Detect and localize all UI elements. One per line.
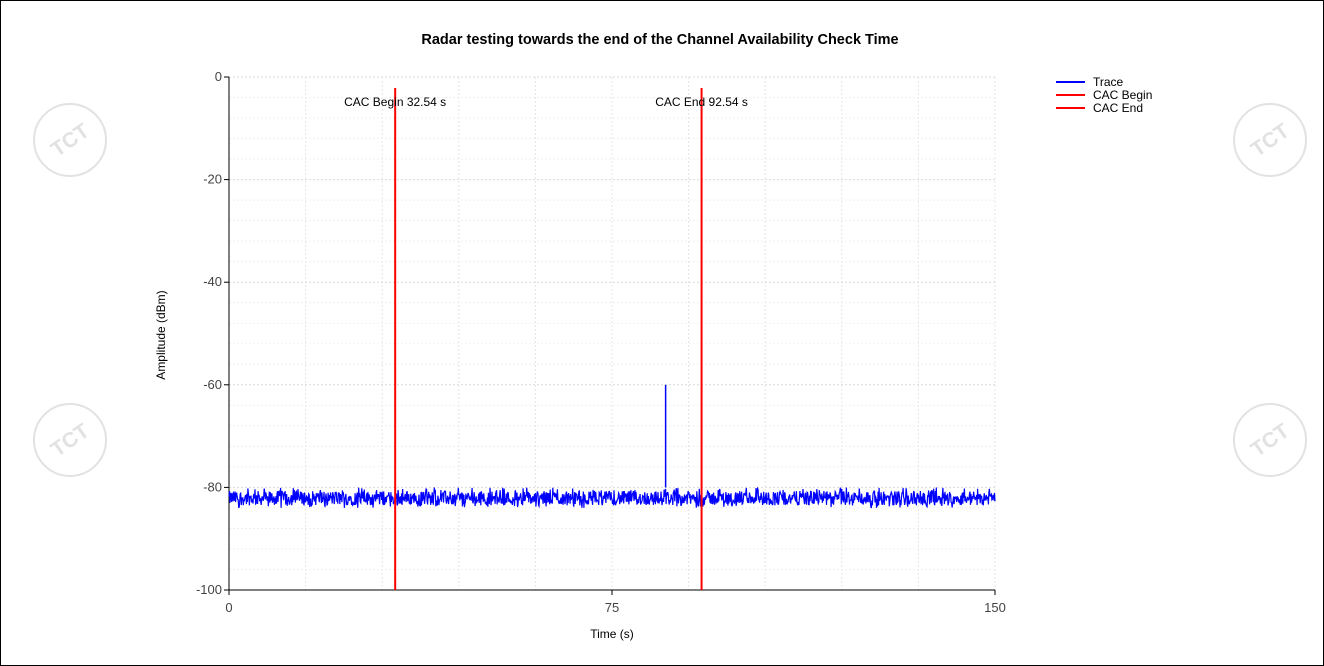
watermark-ring bbox=[33, 103, 107, 177]
trace-line bbox=[228, 486, 996, 509]
y-axis-label: Amplitude (dBm) bbox=[154, 290, 168, 379]
cac-annotations: CAC Begin 32.54 s CAC End 92.54 s bbox=[344, 95, 748, 109]
x-axis-label: Time (s) bbox=[590, 627, 634, 641]
y-tick-label: -60 bbox=[203, 377, 222, 392]
cac-marker-lines bbox=[394, 88, 703, 590]
chart-title: Radar testing towards the end of the Cha… bbox=[421, 32, 898, 48]
x-tick-label: 0 bbox=[225, 600, 232, 615]
watermark-ring bbox=[1233, 403, 1307, 477]
watermark-stamp: TCT bbox=[33, 403, 107, 477]
y-tick-label: -20 bbox=[203, 172, 222, 187]
legend-entry: CAC End bbox=[1056, 101, 1143, 115]
legend-entry: CAC Begin bbox=[1056, 88, 1152, 102]
watermark-ring bbox=[1233, 103, 1307, 177]
y-tick-label: -40 bbox=[203, 274, 222, 289]
trace-series bbox=[228, 384, 996, 509]
legend-label: CAC Begin bbox=[1093, 88, 1152, 102]
watermark-stamp: TCT bbox=[1233, 403, 1307, 477]
watermark-stamp: TCT bbox=[33, 103, 107, 177]
chart-grid bbox=[229, 76, 996, 590]
watermark-ring bbox=[33, 403, 107, 477]
y-tick-label: -100 bbox=[196, 582, 222, 597]
watermark-stamp: TCT bbox=[1233, 103, 1307, 177]
watermark-layer: TCT TCT TCT TCT bbox=[33, 103, 1307, 477]
y-tick-label: -80 bbox=[203, 479, 222, 494]
watermark-text: TCT bbox=[47, 119, 94, 161]
legend-entry: Trace bbox=[1056, 75, 1124, 89]
watermark-text: TCT bbox=[1247, 119, 1294, 161]
cac-annotation: CAC Begin 32.54 s bbox=[344, 95, 446, 109]
watermark-text: TCT bbox=[1247, 419, 1294, 461]
cac-annotation: CAC End 92.54 s bbox=[655, 95, 748, 109]
watermark-text: TCT bbox=[47, 419, 94, 461]
legend-label: CAC End bbox=[1093, 101, 1143, 115]
legend-label: Trace bbox=[1093, 75, 1124, 89]
y-axis-ticks: 0 -20 -40 -60 -80 -100 bbox=[196, 69, 229, 597]
x-tick-label: 150 bbox=[984, 600, 1006, 615]
x-axis-ticks: 0 75 150 bbox=[225, 590, 1006, 615]
y-tick-label: 0 bbox=[215, 69, 222, 84]
x-tick-label: 75 bbox=[605, 600, 619, 615]
